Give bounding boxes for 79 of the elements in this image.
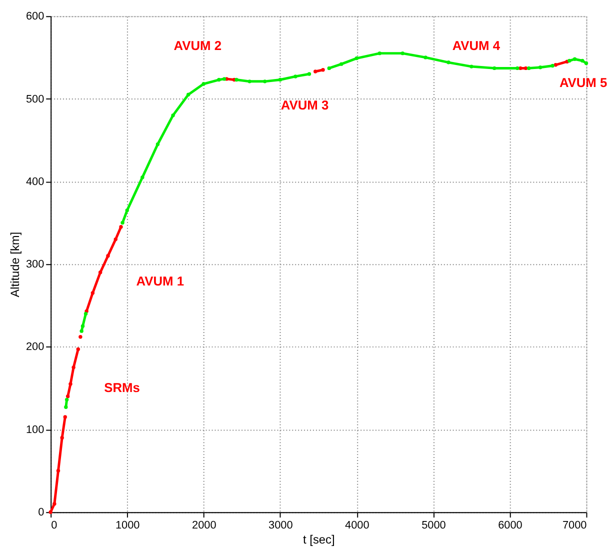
- y-tick-label: 0: [38, 506, 44, 519]
- point: [327, 66, 331, 70]
- point: [48, 510, 52, 514]
- x-tick-label: 5000: [422, 519, 446, 532]
- point: [84, 312, 88, 316]
- point: [470, 64, 474, 68]
- point: [340, 62, 344, 66]
- point: [80, 329, 84, 333]
- annotation: AVUM 1: [136, 273, 184, 288]
- x-tick-label: 3000: [268, 519, 293, 532]
- point: [307, 72, 312, 76]
- y-tick-label: 600: [26, 10, 44, 23]
- point: [554, 63, 558, 67]
- x-tick-label: 7000: [562, 519, 587, 532]
- point: [202, 82, 206, 86]
- annotation: AVUM 5: [559, 75, 608, 90]
- point: [248, 80, 252, 84]
- point: [294, 74, 298, 78]
- x-tick-label: 1000: [115, 519, 140, 532]
- point: [114, 237, 118, 242]
- y-tick-label: 400: [26, 176, 44, 188]
- point: [140, 175, 144, 180]
- point: [580, 58, 584, 63]
- point: [80, 324, 85, 328]
- point: [550, 64, 554, 68]
- point: [568, 58, 572, 63]
- annotation: SRMs: [104, 380, 140, 396]
- point: [378, 51, 382, 56]
- point: [234, 78, 238, 82]
- point: [354, 56, 359, 60]
- x-tick-label: 0: [51, 519, 58, 532]
- point: [538, 66, 542, 70]
- point: [63, 415, 67, 419]
- point: [516, 66, 520, 70]
- point: [278, 78, 282, 82]
- point: [98, 270, 102, 274]
- point: [518, 66, 522, 70]
- annotation: AVUM 3: [280, 97, 329, 112]
- point: [217, 78, 221, 82]
- point: [186, 92, 190, 97]
- y-tick-label: 300: [26, 258, 44, 271]
- y-tick-label: 500: [26, 93, 44, 106]
- y-axis-title: Altitude [km]: [8, 232, 22, 298]
- point: [222, 77, 226, 81]
- point: [68, 382, 72, 386]
- x-tick-label: 6000: [498, 519, 522, 532]
- point: [56, 468, 60, 473]
- point: [321, 68, 325, 72]
- point: [314, 70, 318, 74]
- point: [125, 208, 129, 212]
- point: [400, 51, 404, 56]
- x-tick-label: 4000: [345, 519, 370, 532]
- point: [64, 398, 69, 402]
- y-tick-label: 200: [26, 341, 44, 354]
- point: [78, 335, 82, 339]
- point: [584, 61, 588, 66]
- point: [119, 225, 123, 229]
- point: [262, 80, 267, 84]
- point: [60, 436, 64, 440]
- x-tick-label: 2000: [192, 519, 216, 532]
- point: [106, 254, 110, 258]
- point: [171, 113, 175, 118]
- point: [156, 142, 160, 146]
- point: [424, 56, 428, 60]
- point: [120, 220, 124, 225]
- y-tick-label: 100: [26, 424, 44, 436]
- x-axis-title: t [sec]: [303, 532, 335, 546]
- point: [526, 66, 531, 70]
- point: [52, 502, 56, 506]
- annotation: AVUM 2: [174, 38, 222, 53]
- point: [72, 366, 76, 370]
- point: [76, 347, 80, 352]
- annotation: AVUM 4: [452, 38, 501, 53]
- point: [524, 66, 528, 70]
- point: [90, 291, 95, 295]
- point: [64, 405, 68, 409]
- point: [572, 57, 577, 61]
- point: [66, 394, 70, 398]
- point: [446, 60, 450, 64]
